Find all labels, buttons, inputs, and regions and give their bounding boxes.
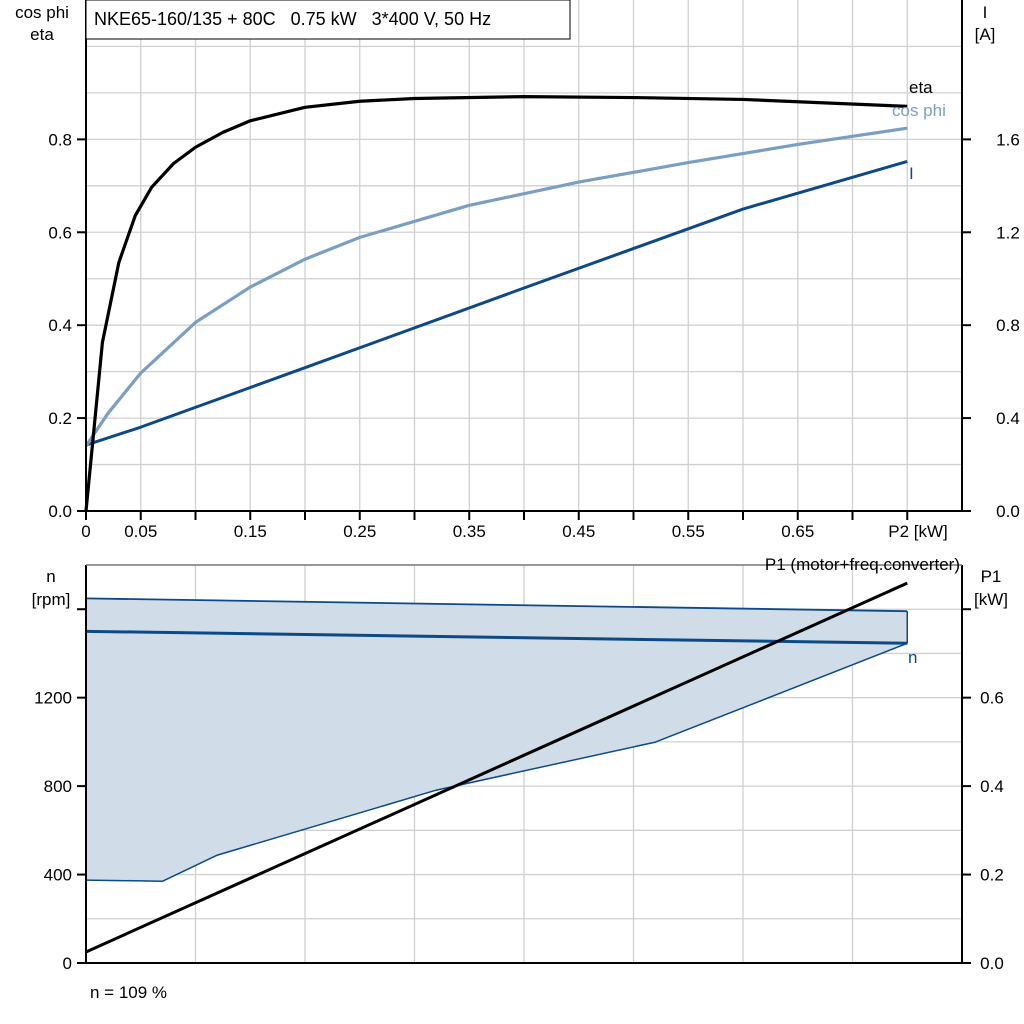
top-left-tick-label: 0.6 xyxy=(48,223,72,242)
n-range-lower-line xyxy=(85,642,908,882)
top-left-axis-label-1: cos phi xyxy=(15,3,69,22)
top-right-tick-label: 1.6 xyxy=(996,130,1020,149)
current-label: I xyxy=(909,164,914,183)
bottom-left-axis-label-1: n xyxy=(46,567,55,586)
p1-line xyxy=(85,581,908,954)
eta-line xyxy=(84,95,908,512)
top-right-tick-label: 0.8 xyxy=(996,316,1020,335)
x-tick-label: 0.05 xyxy=(124,522,157,541)
eta-label: eta xyxy=(909,78,933,97)
top-left-tick-label: 0.8 xyxy=(48,130,72,149)
x-tick-label: 0 xyxy=(81,522,90,541)
top-right-tick-label: 1.2 xyxy=(996,223,1020,242)
top-left-tick-label: 0.0 xyxy=(48,502,72,521)
x-tick-label: 0.65 xyxy=(781,522,814,541)
x-tick-label: 0.45 xyxy=(562,522,595,541)
bottom-right-tick-label: 0.6 xyxy=(980,689,1004,708)
cos-phi-line xyxy=(84,126,908,447)
bottom-left-tick-label: 1200 xyxy=(34,689,72,708)
top-right-tick-label: 0.4 xyxy=(996,409,1020,428)
bottom-left-tick-label: 0 xyxy=(63,954,72,973)
p1-label: P1 (motor+freq.converter) xyxy=(765,555,960,574)
chart-title: NKE65-160/135 + 80C 0.75 kW 3*400 V, 50 … xyxy=(94,9,491,29)
title-box xyxy=(85,0,571,40)
bottom-left-axis-label-2: [rpm] xyxy=(32,590,71,609)
n-range-upper-line xyxy=(85,597,908,613)
top-right-tick-label: 0.0 xyxy=(996,502,1020,521)
cos-phi-label: cos phi xyxy=(892,101,946,120)
n-line xyxy=(85,629,908,645)
bottom-left-tick-label: 800 xyxy=(44,777,72,796)
bottom-right-axis-label-1: P1 xyxy=(981,567,1002,586)
bottom-left-tick-label: 400 xyxy=(44,866,72,885)
n-label: n xyxy=(908,648,917,667)
x-tick-label: 0.25 xyxy=(343,522,376,541)
bottom-right-tick-label: 0.0 xyxy=(980,954,1004,973)
series-lines xyxy=(84,95,908,954)
top-right-axis-label-1: I xyxy=(983,3,988,22)
top-left-axis-label-2: eta xyxy=(30,25,54,44)
x-tick-label: 0.15 xyxy=(234,522,267,541)
bottom-right-tick-label: 0.4 xyxy=(980,777,1004,796)
top-grid xyxy=(86,0,962,511)
x-tick-label: 0.55 xyxy=(672,522,705,541)
bottom-right-axis-label-2: [kW] xyxy=(974,590,1008,609)
x-tick-label: 0.35 xyxy=(453,522,486,541)
x-axis-label: P2 [kW] xyxy=(888,522,948,541)
top-left-tick-label: 0.4 xyxy=(48,316,72,335)
speed-percent-note: n = 109 % xyxy=(90,983,167,1002)
current-line xyxy=(85,159,908,447)
top-left-tick-label: 0.2 xyxy=(48,409,72,428)
bottom-right-tick-label: 0.2 xyxy=(980,866,1004,885)
top-right-axis-label-2: [A] xyxy=(975,25,996,44)
n-range-fill xyxy=(86,598,908,882)
axes: 0 0.05 0.15 0.25 0.35 0.45 0.55 0.65 0.0 0.2 0.4 0.… xyxy=(34,0,1020,973)
